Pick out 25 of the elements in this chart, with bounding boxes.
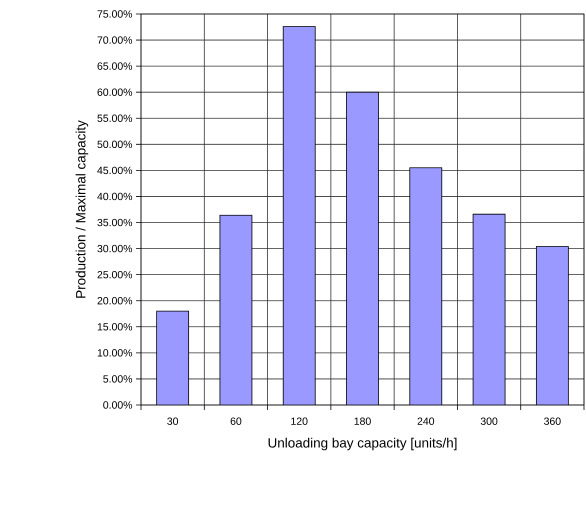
y-tick-label: 25.00% — [98, 270, 132, 278]
x-tick-label: 120 — [291, 418, 308, 425]
y-tick-label: 60.00% — [98, 88, 132, 96]
y-tick-label: 5.00% — [103, 375, 132, 383]
y-tick-label: 70.00% — [98, 36, 132, 44]
y-tick-label: 20.00% — [98, 297, 132, 304]
y-tick-label: 35.00% — [97, 218, 132, 226]
y-tick-label: 45.00% — [97, 166, 132, 174]
y-tick-label: 10.00% — [98, 349, 132, 357]
x-tick-label: 60 — [230, 418, 242, 425]
x-axis-title: Unloading bay capacity [units/h] — [268, 438, 456, 450]
y-tick-label: 30.00% — [97, 244, 132, 252]
x-tick-label: 360 — [544, 418, 561, 425]
y-tick-label: 55.00% — [97, 114, 132, 122]
y-tick-label: 65.00% — [98, 62, 132, 70]
x-tick-label: 240 — [418, 418, 434, 425]
y-tick-label: 0.00% — [103, 401, 132, 409]
x-tick-label: 30 — [167, 418, 178, 425]
x-tick-label: 300 — [480, 418, 498, 425]
x-tick-label: 180 — [354, 418, 371, 425]
y-axis-title: Production / Maximal capacity — [76, 120, 88, 298]
y-tick-label: 40.00% — [97, 192, 132, 200]
y-tick-label: 50.00% — [97, 140, 132, 148]
y-tick-label: 15.00% — [98, 323, 132, 330]
y-tick-label: 75.00% — [98, 10, 132, 18]
